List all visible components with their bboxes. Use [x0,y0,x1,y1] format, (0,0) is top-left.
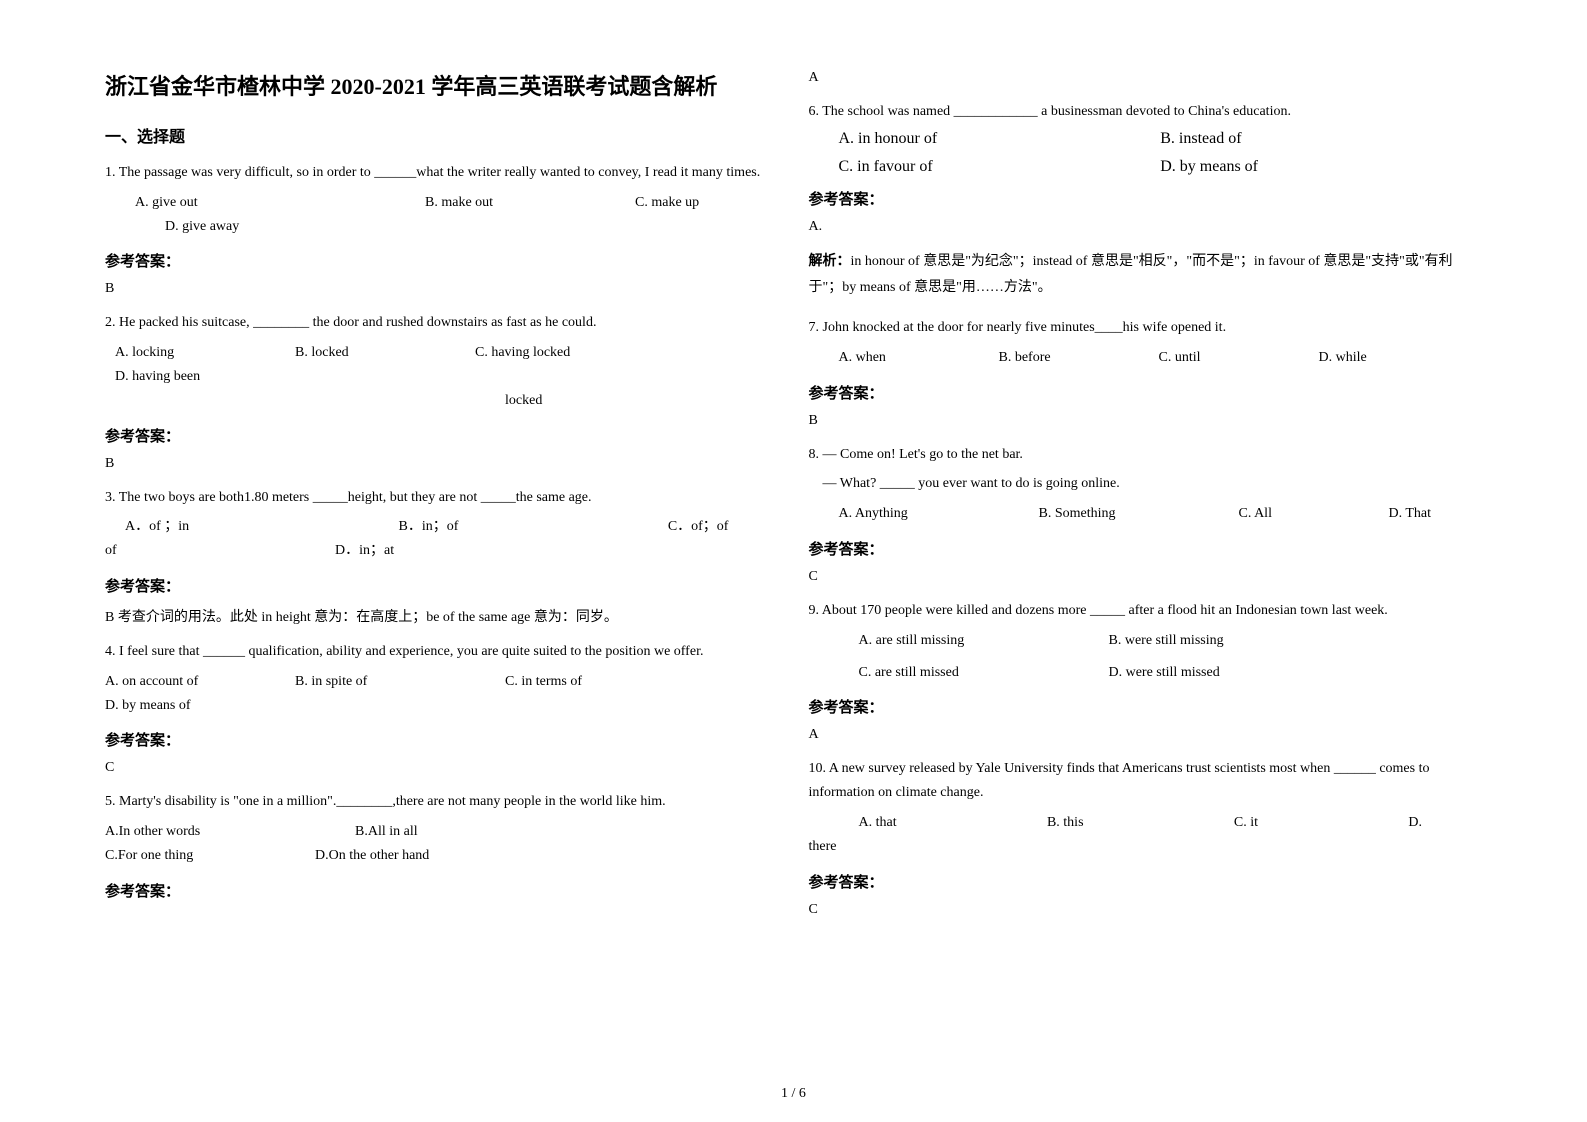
question-8-options: A. Anything B. Something C. All D. That [809,502,1483,526]
q4-opt-b: B. in spite of [295,670,455,694]
q3-opt-c: C．of；of [668,515,729,539]
question-9-options: A. are still missing B. were still missi… [809,629,1483,685]
q5-answer: A [809,70,1483,86]
q6-opt-a: A. in honour of [839,130,1161,148]
question-3-options: A．of ；in B．in；of C．of；of of D．in；at [105,515,779,563]
question-1-options: A. give out B. make out C. make up D. gi… [105,191,779,239]
question-7-options: A. when B. before C. until D. while [809,346,1483,370]
q6-explain: 解析：in honour of 意思是"为纪念"；instead of 意思是"… [809,249,1483,302]
q8-opt-b: B. Something [1039,502,1189,526]
q3-answer: B 考查介词的用法。此处 in height 意为：在高度上；be of the… [105,606,779,626]
answer-label: 参考答案： [809,382,1483,403]
question-7: 7. John knocked at the door for nearly f… [809,316,1483,340]
question-6-options: A. in honour of B. instead of [809,130,1483,148]
q6-opt-b: B. instead of [1160,130,1482,148]
answer-label: 参考答案： [809,538,1483,559]
question-3: 3. The two boys are both1.80 meters ____… [105,486,779,510]
q10-opt-a: A. that [859,811,897,835]
question-9: 9. About 170 people were killed and doze… [809,599,1483,623]
answer-label: 参考答案： [105,250,779,271]
q9-opt-d: D. were still missed [1109,661,1220,685]
q7-answer: B [809,413,1483,429]
q5-opt-c: C.For one thing [105,844,265,868]
q10-opt-b: B. this [1047,811,1084,835]
q7-opt-b: B. before [999,346,1109,370]
q8-opt-a: A. Anything [839,502,989,526]
question-10: 10. A new survey released by Yale Univer… [809,757,1483,805]
question-10-options: A. that B. this C. it D. there [809,811,1483,859]
q10-opt-d: there [809,835,1483,859]
question-4-options: A. on account of B. in spite of C. in te… [105,670,779,718]
q3-opt-b: B．in；of [399,515,459,539]
q7-opt-a: A. when [839,346,949,370]
answer-label: 参考答案： [105,880,779,901]
q5-opt-d: D.On the other hand [315,844,429,868]
q3-opt-c-cont: of [105,539,285,563]
q8-answer: C [809,569,1483,585]
q9-answer: A [809,727,1483,743]
q9-opt-b: B. were still missing [1109,629,1224,653]
explain-label: 解析： [809,254,851,269]
answer-label: 参考答案： [809,188,1483,209]
q6-opt-d: D. by means of [1160,158,1482,176]
question-2-options: A. locking B. locked C. having locked D.… [105,341,779,412]
q9-opt-a: A. are still missing [859,629,1059,653]
q10-opt-d-prefix: D. [1408,811,1422,835]
question-6-options-row2: C. in favour of D. by means of [809,158,1483,176]
q4-opt-c: C. in terms of [505,670,625,694]
q6-opt-c: C. in favour of [839,158,1161,176]
q1-opt-b: B. make out [425,191,585,215]
q2-opt-d-line1: D. having been [115,365,200,389]
question-4: 4. I feel sure that ______ qualification… [105,640,779,664]
question-8-line2: — What? _____ you ever want to do is goi… [809,472,1483,496]
answer-label: 参考答案： [105,575,779,596]
q2-opt-d-line2: locked [105,389,779,413]
answer-label: 参考答案： [809,871,1483,892]
document-title: 浙江省金华市楂林中学 2020-2021 学年高三英语联考试题含解析 [105,70,779,103]
q10-opt-c: C. it [1234,811,1258,835]
question-1: 1. The passage was very difficult, so in… [105,161,779,185]
q4-opt-d: D. by means of [105,694,191,718]
question-6: 6. The school was named ____________ a b… [809,100,1483,124]
q5-opt-b: B.All in all [355,820,418,844]
q8-opt-d: D. That [1389,502,1432,526]
q1-opt-d: D. give away [135,215,779,239]
q2-answer: B [105,456,779,472]
q3-opt-a: A．of ；in [125,515,189,539]
q3-opt-d: D．in；at [335,539,394,563]
q9-opt-c: C. are still missed [859,661,1059,685]
section-heading: 一、选择题 [105,123,779,147]
q4-answer: C [105,760,779,776]
q2-opt-c: C. having locked [475,341,605,365]
q1-answer: B [105,281,779,297]
q4-opt-a: A. on account of [105,670,245,694]
question-5: 5. Marty's disability is "one in a milli… [105,790,779,814]
answer-label: 参考答案： [105,729,779,750]
question-2: 2. He packed his suitcase, ________ the … [105,311,779,335]
answer-label: 参考答案： [105,425,779,446]
answer-label: 参考答案： [809,696,1483,717]
q1-opt-a: A. give out [135,191,375,215]
q7-opt-c: C. until [1159,346,1269,370]
q8-opt-c: C. All [1239,502,1339,526]
q10-answer: C [809,902,1483,918]
q1-opt-c: C. make up [635,191,699,215]
page-number: 1 / 6 [0,1086,1587,1102]
q5-opt-a: A.In other words [105,820,305,844]
question-8-line1: 8. — Come on! Let's go to the net bar. [809,443,1483,467]
q7-opt-d: D. while [1319,346,1367,370]
q2-opt-b: B. locked [295,341,425,365]
q6-answer: A. [809,219,1483,235]
explain-text: in honour of 意思是"为纪念"；instead of 意思是"相反"… [809,254,1453,296]
question-5-options: A.In other words B.All in all C.For one … [105,820,779,868]
q2-opt-a: A. locking [115,341,245,365]
